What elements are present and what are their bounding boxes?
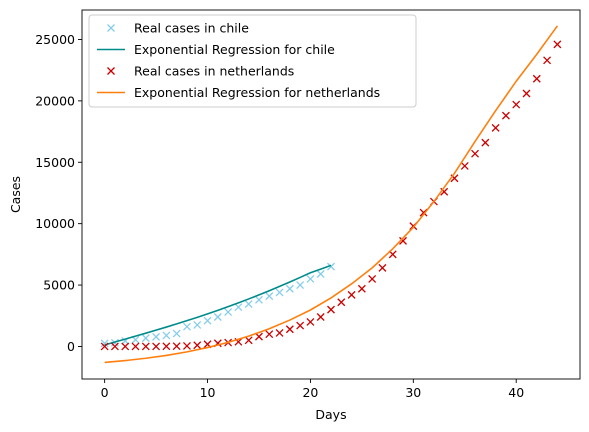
- data-point: [316, 270, 325, 278]
- y-tick-label: 10000: [35, 216, 75, 231]
- data-point: [296, 281, 305, 290]
- data-point: [357, 284, 366, 293]
- data-point: [316, 313, 325, 321]
- data-point: [460, 161, 469, 170]
- x-tick-label: 20: [302, 385, 318, 400]
- data-point: [296, 321, 305, 330]
- y-tick-label: 5000: [43, 278, 75, 293]
- data-point: [501, 111, 510, 120]
- data-point: [522, 89, 531, 98]
- data-point: [172, 329, 181, 338]
- y-tick-label: 15000: [35, 155, 75, 170]
- data-point: [203, 316, 212, 325]
- series-1: [104, 264, 332, 346]
- data-point: [553, 40, 562, 49]
- legend: Real cases in chile Exponential Regressio…: [88, 14, 417, 108]
- data-point: [131, 342, 140, 351]
- legend-marker-handle: [107, 67, 115, 75]
- data-point: [471, 149, 480, 158]
- data-point: [255, 295, 263, 304]
- data-point: [141, 334, 150, 343]
- data-point: [152, 332, 161, 341]
- data-point: [265, 292, 274, 301]
- series-line: [104, 25, 559, 364]
- legend-item: Real cases in netherlands: [107, 64, 294, 79]
- x-tick-label: 40: [508, 385, 524, 400]
- data-point: [285, 284, 294, 293]
- data-point: [100, 339, 109, 348]
- series-line: [104, 264, 332, 346]
- data-point: [162, 342, 171, 351]
- legend-label: Exponential Regression for chile: [134, 42, 335, 57]
- legend-item: Real cases in chile: [107, 21, 249, 36]
- data-point: [275, 288, 284, 297]
- ticks-layer: 0 10 20 30 40 0 5000 10000 15000 20000 25000: [35, 32, 524, 400]
- data-point: [337, 298, 346, 307]
- legend-box: [88, 14, 417, 108]
- data-point: [255, 332, 263, 341]
- data-point: [327, 262, 335, 271]
- x-tick-label: 0: [101, 385, 109, 400]
- data-point: [244, 300, 253, 309]
- y-tick-label: 20000: [35, 93, 75, 108]
- y-axis-label: Cases: [8, 176, 23, 213]
- data-point: [193, 341, 202, 350]
- legend-label: Real cases in chile: [134, 21, 249, 36]
- data-point: [193, 321, 202, 329]
- data-point: [399, 236, 407, 245]
- data-point: [285, 325, 294, 334]
- data-point: [182, 322, 191, 331]
- data-point: [100, 342, 109, 351]
- data-point: [368, 274, 377, 283]
- data-point: [213, 313, 222, 321]
- data-point: [306, 317, 315, 326]
- legend-item: Exponential Regression for chile: [97, 42, 335, 57]
- data-point: [265, 330, 274, 339]
- series-3: [104, 25, 559, 364]
- data-point: [327, 305, 335, 314]
- x-axis-label: Days: [315, 407, 346, 422]
- legend-item: Exponential Regression for netherlands: [97, 85, 380, 100]
- series-layer: [100, 25, 562, 364]
- plot-frame: [81, 9, 581, 380]
- data-point: [532, 74, 541, 83]
- data-point: [224, 308, 233, 317]
- data-point: [234, 303, 243, 312]
- data-point: [110, 342, 119, 351]
- series-0: [100, 262, 335, 348]
- data-point: [244, 336, 253, 345]
- data-point: [152, 342, 161, 351]
- data-point: [512, 100, 521, 109]
- data-point: [182, 342, 191, 350]
- data-point: [347, 290, 356, 299]
- data-point: [275, 328, 284, 337]
- legend-label: Real cases in netherlands: [134, 64, 294, 79]
- data-point: [543, 56, 552, 65]
- x-tick-label: 30: [405, 385, 421, 400]
- y-tick-label: 25000: [35, 32, 75, 47]
- data-point: [378, 263, 387, 272]
- data-point: [491, 123, 500, 132]
- y-tick-label: 0: [67, 339, 75, 354]
- legend-label: Exponential Regression for netherlands: [134, 85, 380, 100]
- data-point: [121, 342, 130, 351]
- data-point: [481, 138, 490, 147]
- data-point: [162, 331, 171, 340]
- data-point: [141, 342, 150, 351]
- legend-marker-handle: [107, 24, 115, 32]
- x-tick-label: 10: [200, 385, 216, 400]
- data-point: [172, 342, 181, 351]
- data-point: [306, 274, 315, 283]
